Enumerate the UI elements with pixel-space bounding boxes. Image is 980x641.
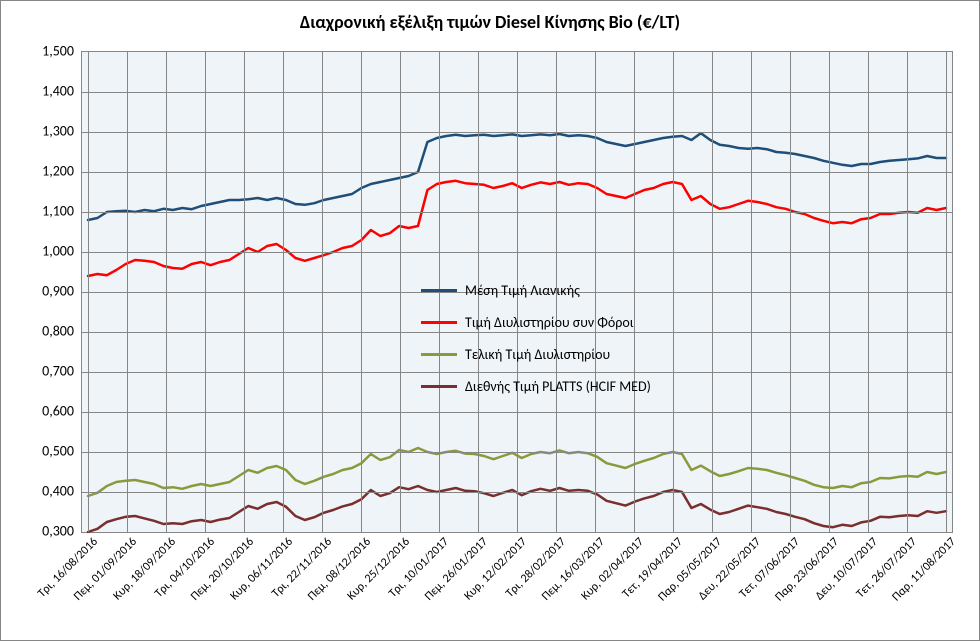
- y-tick-label: 1,300: [14, 123, 74, 140]
- legend-swatch-1: [421, 321, 457, 324]
- gridline-v: [946, 52, 947, 532]
- legend-swatch-3: [421, 385, 457, 388]
- y-tick-label: 0,900: [14, 283, 74, 300]
- gridline-v: [712, 52, 713, 532]
- gridline-v: [829, 52, 830, 532]
- legend-item-1: Τιμή Διυλιστηρίου συν Φόροι: [421, 313, 701, 331]
- chart-title: Διαχρονική εξέλιξη τιμών Diesel Κίνησης …: [1, 1, 979, 33]
- chart-container: Διαχρονική εξέλιξη τιμών Diesel Κίνησης …: [0, 0, 980, 641]
- y-tick-label: 1,500: [14, 43, 74, 60]
- gridline-v: [868, 52, 869, 532]
- x-tick-label: Παρ, 11/08/2017: [878, 535, 959, 616]
- legend: Μέση Τιμή Λιανικής Τιμή Διυλιστηρίου συν…: [421, 281, 701, 409]
- y-tick-label: 1,000: [14, 243, 74, 260]
- gridline-v: [244, 52, 245, 532]
- gridline-v: [127, 52, 128, 532]
- y-tick-label: 0,500: [14, 443, 74, 460]
- y-tick-label: 0,300: [14, 523, 74, 540]
- gridline-v: [751, 52, 752, 532]
- legend-label-2: Τελική Τιμή Διυλιστηρίου: [465, 346, 610, 363]
- y-tick-label: 0,700: [14, 363, 74, 380]
- gridline-v: [907, 52, 908, 532]
- gridline-v: [322, 52, 323, 532]
- legend-item-2: Τελική Τιμή Διυλιστηρίου: [421, 345, 701, 363]
- y-tick-label: 1,100: [14, 203, 74, 220]
- gridline-v: [88, 52, 89, 532]
- gridline-v: [283, 52, 284, 532]
- gridline-v: [361, 52, 362, 532]
- y-tick-label: 0,800: [14, 323, 74, 340]
- legend-swatch-2: [421, 353, 457, 356]
- legend-label-3: Διεθνής Τιμή PLATTS (HCIF MED): [465, 378, 651, 395]
- y-tick-label: 1,400: [14, 83, 74, 100]
- gridline-v: [166, 52, 167, 532]
- legend-swatch-0: [421, 289, 457, 292]
- legend-item-3: Διεθνής Τιμή PLATTS (HCIF MED): [421, 377, 701, 395]
- gridline-v: [400, 52, 401, 532]
- y-tick-label: 0,600: [14, 403, 74, 420]
- gridline-v: [790, 52, 791, 532]
- y-tick-label: 0,400: [14, 483, 74, 500]
- y-tick-label: 1,200: [14, 163, 74, 180]
- legend-label-0: Μέση Τιμή Λιανικής: [465, 282, 580, 299]
- gridline-v: [205, 52, 206, 532]
- legend-item-0: Μέση Τιμή Λιανικής: [421, 281, 701, 299]
- legend-label-1: Τιμή Διυλιστηρίου συν Φόροι: [465, 314, 634, 331]
